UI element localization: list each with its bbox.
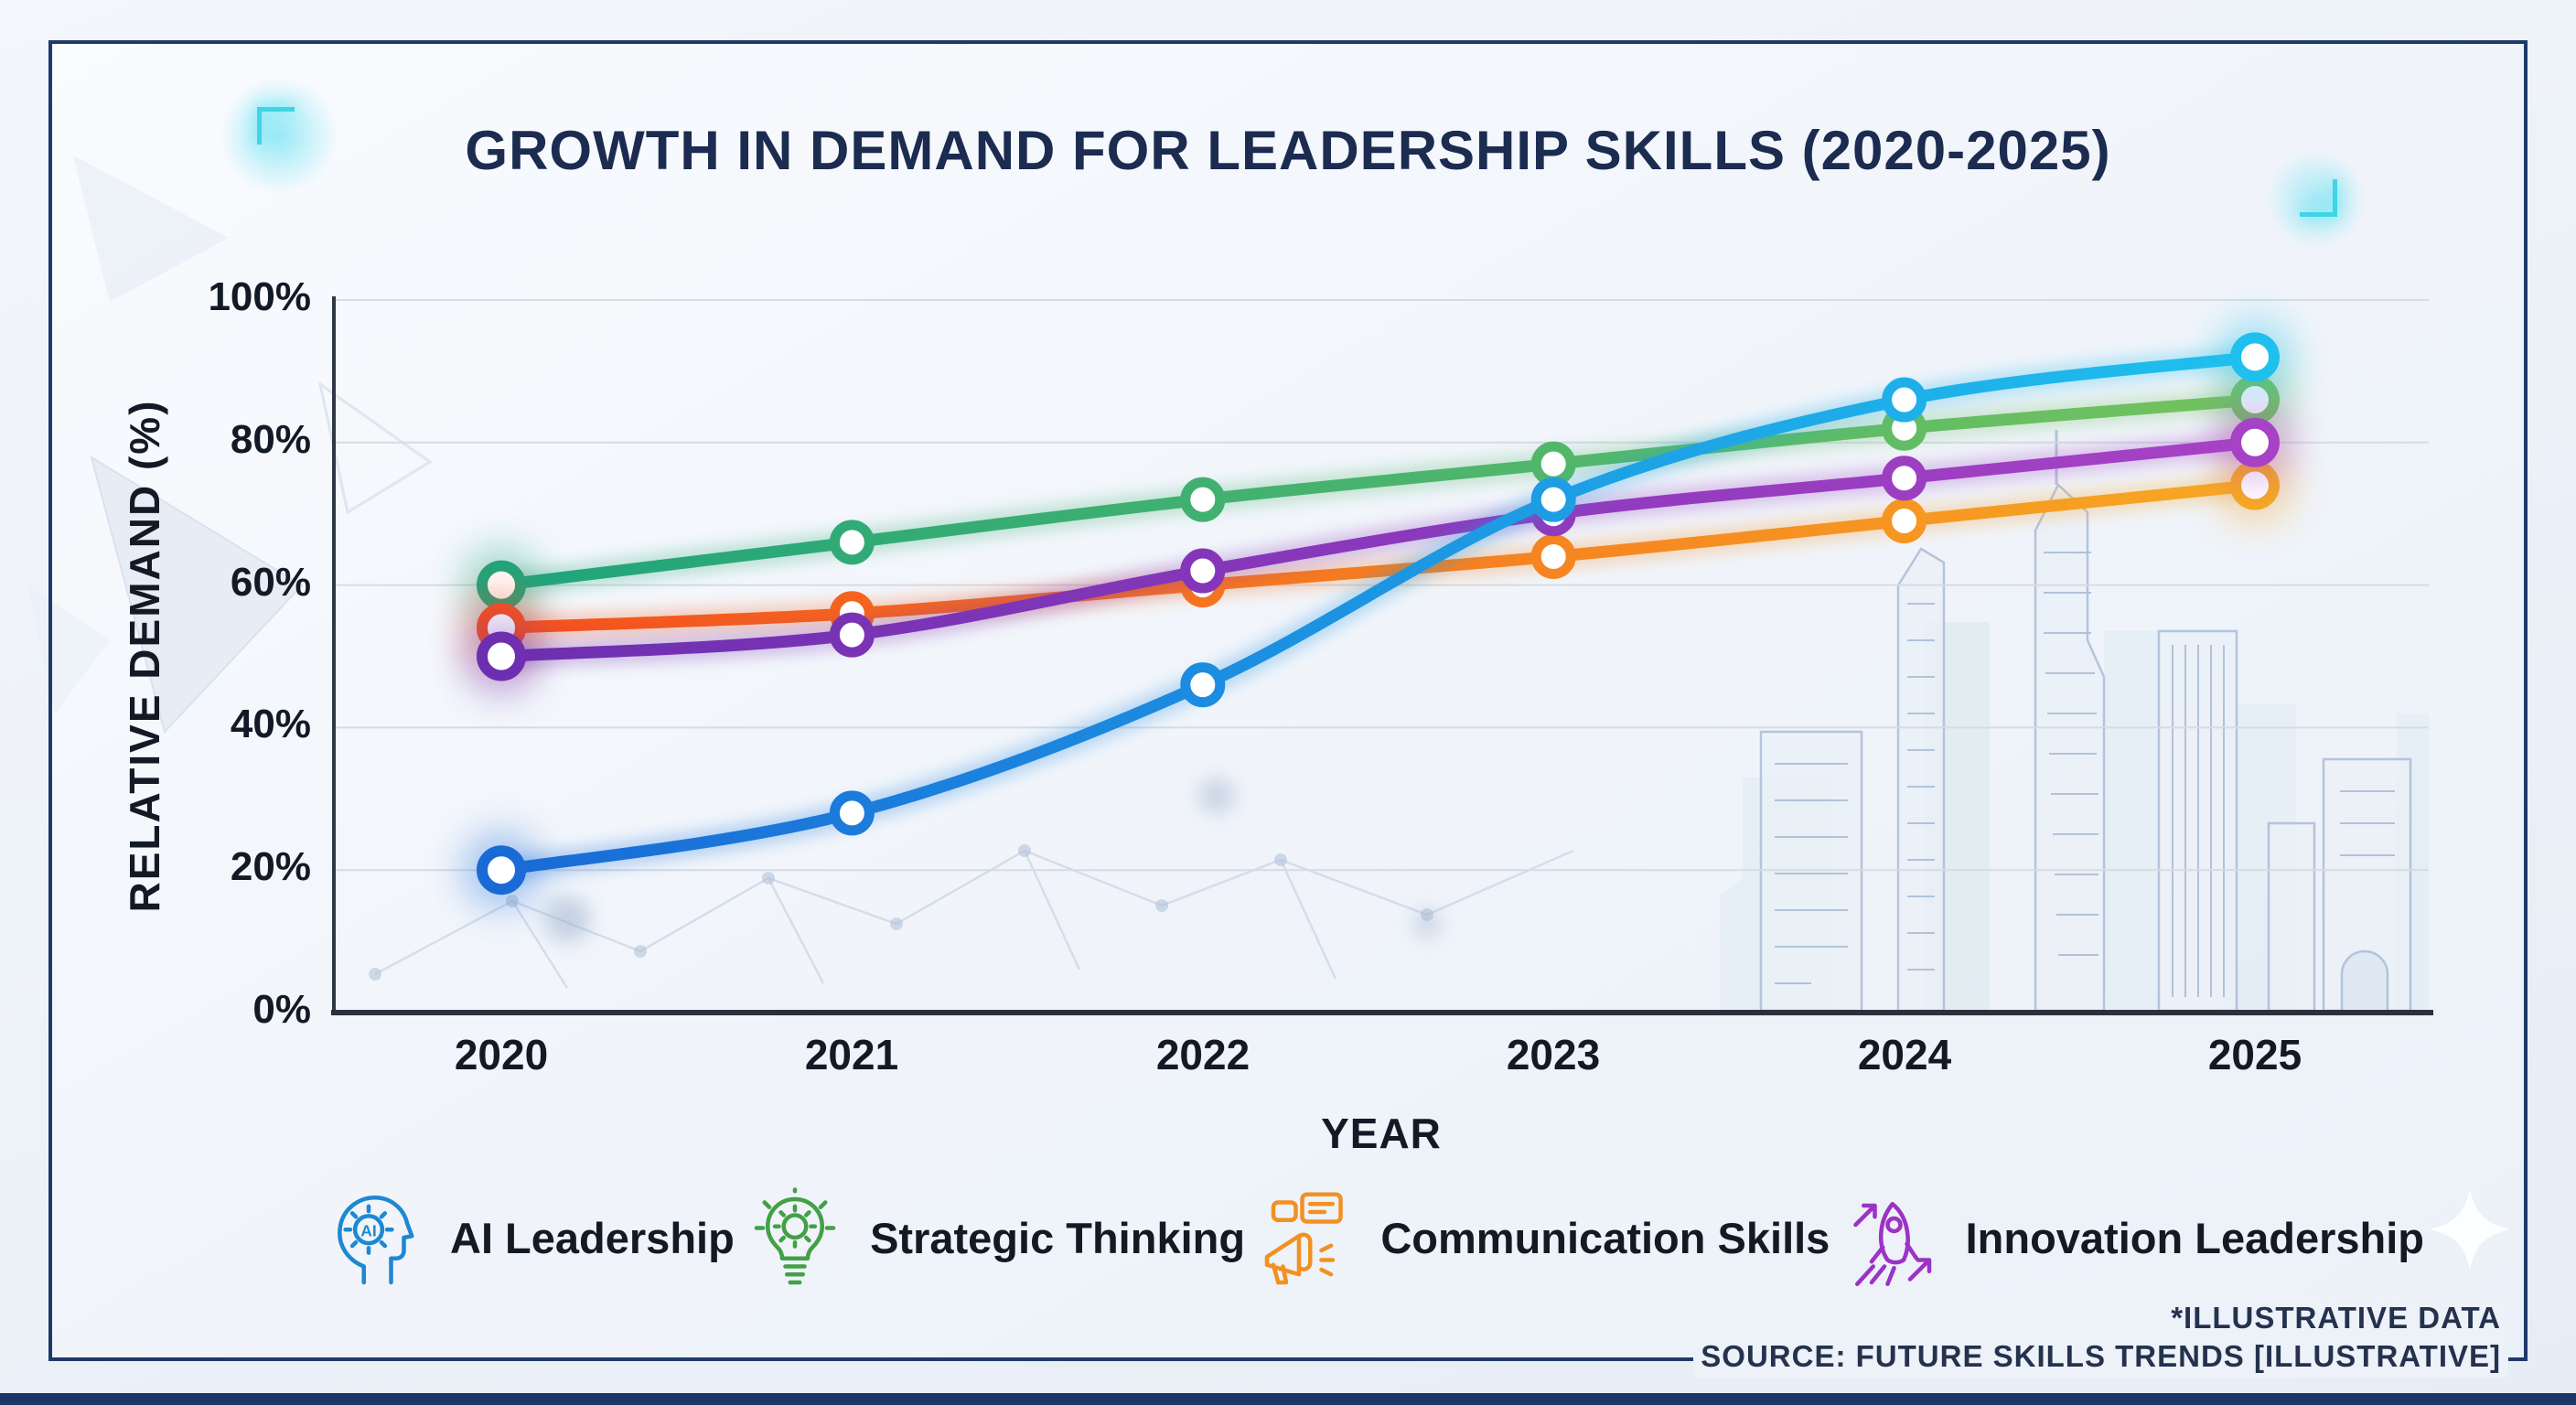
legend-item-innovation-leadership: Innovation Leadership — [1840, 1186, 2424, 1289]
megaphone-icon — [1265, 1192, 1344, 1285]
page-title: GROWTH IN DEMAND FOR LEADERSHIP SKILLS (… — [465, 120, 2111, 181]
y-tick-60: 60% — [230, 560, 311, 605]
series-0 — [459, 315, 2297, 913]
frame-background — [48, 40, 2528, 1361]
legend-label: AI Leadership — [450, 1213, 735, 1262]
x-tick-2021: 2021 — [804, 1031, 899, 1078]
footer: *ILLUSTRATIVE DATA SOURCE: FUTURE SKILLS… — [1693, 1297, 2508, 1378]
rocket-icon — [1852, 1201, 1931, 1287]
footer-note: *ILLUSTRATIVE DATA — [2171, 1301, 2501, 1335]
city-skyline — [1720, 430, 2429, 1013]
background-decorations — [27, 156, 2510, 1270]
legend-item-ai-leadership: AI AI Leadership — [324, 1186, 735, 1289]
series-1 — [459, 358, 2297, 627]
legend-item-communication-skills: Communication Skills — [1254, 1186, 1830, 1289]
footer-source: SOURCE: FUTURE SKILLS TRENDS [ILLUSTRATI… — [1701, 1339, 2501, 1373]
bottom-edge-bar — [0, 1393, 2576, 1405]
lightbulb-gear-icon — [754, 1187, 836, 1285]
y-tick-80: 80% — [230, 417, 311, 462]
legend-label: Strategic Thinking — [870, 1213, 1246, 1262]
series-3 — [459, 400, 2297, 699]
x-tick-2023: 2023 — [1506, 1031, 1601, 1078]
corner-bracket-icon — [2300, 179, 2337, 217]
x-axis-label: YEAR — [1321, 1110, 1442, 1157]
x-tick-2025: 2025 — [2207, 1031, 2302, 1078]
svg-text:AI: AI — [360, 1221, 377, 1239]
x-tick-2024: 2024 — [1857, 1031, 1952, 1078]
x-tick-2022: 2022 — [1155, 1031, 1250, 1078]
legend: AI AI Leadership Strategic Thinking — [324, 1160, 2424, 1315]
sparkle-star — [2430, 1189, 2510, 1270]
corner-bracket-icon — [257, 107, 295, 145]
legend-label: Innovation Leadership — [1965, 1213, 2424, 1262]
cyan-glow-right — [2261, 145, 2371, 254]
y-tick-40: 40% — [230, 702, 311, 746]
y-tick-0: 0% — [252, 987, 311, 1032]
data-series — [459, 315, 2297, 913]
cyan-glow-left — [215, 71, 343, 199]
ai-head-icon: AI — [338, 1195, 414, 1285]
y-tick-20: 20% — [230, 844, 311, 889]
y-tick-100: 100% — [208, 274, 311, 319]
x-tick-2020: 2020 — [454, 1031, 549, 1078]
legend-item-strategic-thinking: Strategic Thinking — [744, 1186, 1245, 1289]
legend-label: Communication Skills — [1380, 1213, 1830, 1262]
